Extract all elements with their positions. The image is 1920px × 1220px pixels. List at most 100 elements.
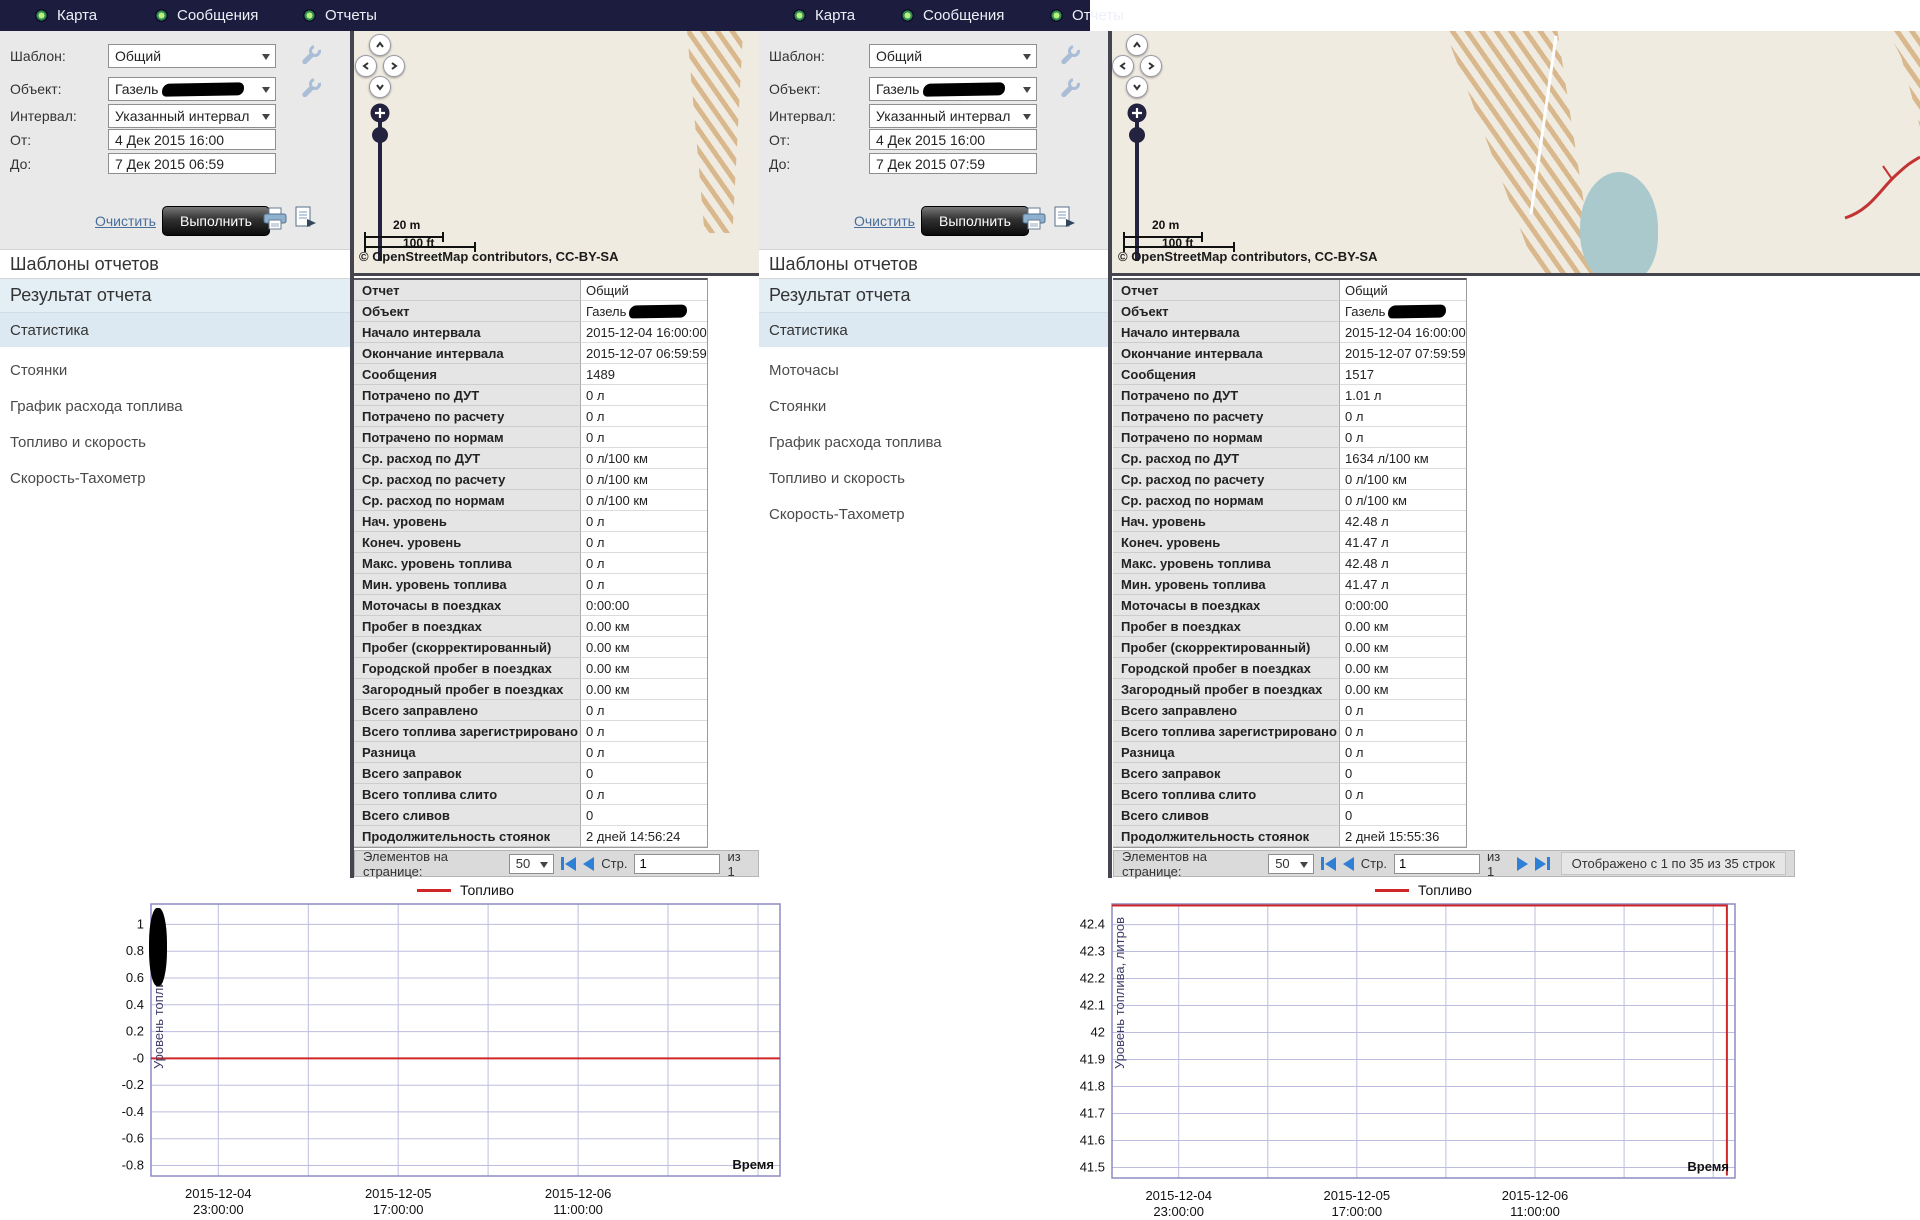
- page-input[interactable]: [1393, 853, 1480, 874]
- map-view[interactable]: [354, 31, 759, 276]
- redaction-blob: [923, 81, 1006, 97]
- zoom-slider-track[interactable]: [1135, 122, 1139, 261]
- page-input[interactable]: [634, 853, 721, 874]
- prev-page-button[interactable]: [1342, 856, 1354, 871]
- to-input[interactable]: [869, 153, 1037, 174]
- wrench-icon[interactable]: [1059, 77, 1081, 104]
- nav-item-messages[interactable]: Сообщения: [901, 0, 1004, 31]
- table-row-label: Ср. расход по расчету: [1113, 469, 1340, 490]
- sidebar-item-statistics-selected[interactable]: Статистика: [759, 313, 1108, 347]
- sidebar-item[interactable]: Топливо и скорость: [769, 469, 905, 487]
- zoom-in-button[interactable]: [370, 103, 390, 128]
- zoom-slider-handle[interactable]: [372, 127, 388, 143]
- sidebar-item-report-result[interactable]: Результат отчета: [759, 278, 1108, 313]
- redaction-blob: [629, 304, 688, 319]
- table-row: Загородный пробег в поездках 0.00 км: [354, 679, 707, 700]
- to-input[interactable]: [108, 153, 276, 174]
- zoom-slider-handle[interactable]: [1129, 127, 1145, 143]
- table-row: Всего топлива зарегистрировано 0 л: [354, 721, 707, 742]
- first-page-button[interactable]: [1320, 856, 1336, 871]
- pan-down-button[interactable]: [369, 76, 391, 98]
- sidebar-item[interactable]: График расхода топлива: [10, 397, 183, 415]
- nav-item-map[interactable]: Карта: [35, 0, 97, 31]
- export-report-icon[interactable]: [294, 206, 318, 235]
- table-row: Всего сливов 0: [354, 805, 707, 826]
- table-row: Всего топлива слито 0 л: [1113, 784, 1466, 805]
- template-select[interactable]: Общий: [108, 44, 276, 68]
- pan-left-button[interactable]: [355, 55, 377, 77]
- sidebar-header-templates[interactable]: Шаблоны отчетов: [759, 249, 1108, 278]
- object-select[interactable]: Газель: [869, 77, 1037, 101]
- table-row-label: Всего заправлено: [354, 700, 581, 721]
- sidebar-item[interactable]: Скорость-Тахометр: [10, 469, 146, 487]
- map-area-polygon: [1445, 31, 1595, 273]
- pan-right-button[interactable]: [383, 55, 405, 77]
- last-page-button[interactable]: [1534, 856, 1550, 871]
- table-row-label: Потрачено по нормам: [1113, 427, 1340, 448]
- pan-down-button[interactable]: [1126, 76, 1148, 98]
- clear-link[interactable]: Очистить: [95, 213, 156, 229]
- from-input[interactable]: [869, 129, 1037, 150]
- interval-label: Интервал:: [769, 108, 836, 124]
- print-icon[interactable]: [1021, 207, 1047, 236]
- nav-item-messages[interactable]: Сообщения: [155, 0, 258, 31]
- table-row-label: Пробег в поездках: [1113, 616, 1340, 637]
- pan-right-button[interactable]: [1140, 55, 1162, 77]
- wrench-icon[interactable]: [300, 77, 322, 104]
- table-row: Всего сливов 0: [1113, 805, 1466, 826]
- wrench-icon[interactable]: [1059, 44, 1081, 71]
- table-row: Начало интервала 2015-12-04 16:00:00: [354, 322, 707, 343]
- table-row-value: 0 л: [581, 427, 707, 448]
- run-report-button[interactable]: Выполнить: [162, 206, 270, 236]
- svg-text:2015-12-04: 2015-12-04: [1145, 1188, 1212, 1203]
- svg-text:42.4: 42.4: [1080, 917, 1105, 932]
- from-input[interactable]: [108, 129, 276, 150]
- object-select[interactable]: Газель: [108, 77, 276, 101]
- nav-item-reports[interactable]: Отчеты: [1050, 0, 1124, 31]
- table-row-value: 42.48 л: [1340, 553, 1466, 574]
- per-page-select[interactable]: 50: [1268, 853, 1314, 874]
- interval-select[interactable]: Указанный интервал: [108, 104, 276, 128]
- interval-select[interactable]: Указанный интервал: [869, 104, 1037, 128]
- table-row-value: 0.00 км: [1340, 679, 1466, 700]
- sidebar-item[interactable]: Скорость-Тахометр: [769, 505, 905, 523]
- sidebar-item[interactable]: Моточасы: [769, 361, 839, 379]
- prev-page-button[interactable]: [583, 856, 595, 871]
- print-icon[interactable]: [262, 207, 288, 236]
- run-report-button[interactable]: Выполнить: [921, 206, 1029, 236]
- table-row: Отчет Общий: [1113, 280, 1466, 301]
- nav-item-map[interactable]: Карта: [793, 0, 855, 31]
- wrench-icon[interactable]: [300, 44, 322, 71]
- sidebar-item[interactable]: График расхода топлива: [769, 433, 942, 451]
- table-row-label: Потрачено по ДУТ: [1113, 385, 1340, 406]
- sidebar-item-report-result[interactable]: Результат отчета: [0, 278, 350, 313]
- table-row-label: Мин. уровень топлива: [354, 574, 581, 595]
- table-row-label: Всего сливов: [1113, 805, 1340, 826]
- zoom-slider-track[interactable]: [378, 122, 382, 261]
- table-row-value: 2015-12-04 16:00:00: [1340, 322, 1466, 343]
- sidebar-item[interactable]: Стоянки: [10, 361, 68, 379]
- first-page-button[interactable]: [561, 856, 577, 871]
- next-page-button[interactable]: [1516, 856, 1528, 871]
- sidebar-item-statistics-selected[interactable]: Статистика: [0, 313, 350, 347]
- sidebar-item[interactable]: Топливо и скорость: [10, 433, 146, 451]
- table-row-value: 0: [1340, 805, 1466, 826]
- map-view[interactable]: [1112, 31, 1920, 276]
- clear-link[interactable]: Очистить: [854, 213, 915, 229]
- template-select[interactable]: Общий: [869, 44, 1037, 68]
- nav-label: Отчеты: [1072, 7, 1124, 24]
- to-label: До:: [10, 156, 32, 172]
- chevron-down-icon: [1023, 87, 1031, 97]
- per-page-select[interactable]: 50: [508, 853, 555, 874]
- pan-up-button[interactable]: [1126, 34, 1148, 56]
- sidebar-header-templates[interactable]: Шаблоны отчетов: [0, 249, 350, 278]
- sidebar-item[interactable]: Стоянки: [769, 397, 827, 415]
- export-report-icon[interactable]: [1053, 206, 1077, 235]
- table-row: Потрачено по расчету 0 л: [354, 406, 707, 427]
- pan-left-button[interactable]: [1112, 55, 1134, 77]
- pan-up-button[interactable]: [369, 34, 391, 56]
- zoom-in-button[interactable]: [1127, 103, 1147, 128]
- table-row-value: 0 л: [1340, 700, 1466, 721]
- nav-item-reports[interactable]: Отчеты: [303, 0, 377, 31]
